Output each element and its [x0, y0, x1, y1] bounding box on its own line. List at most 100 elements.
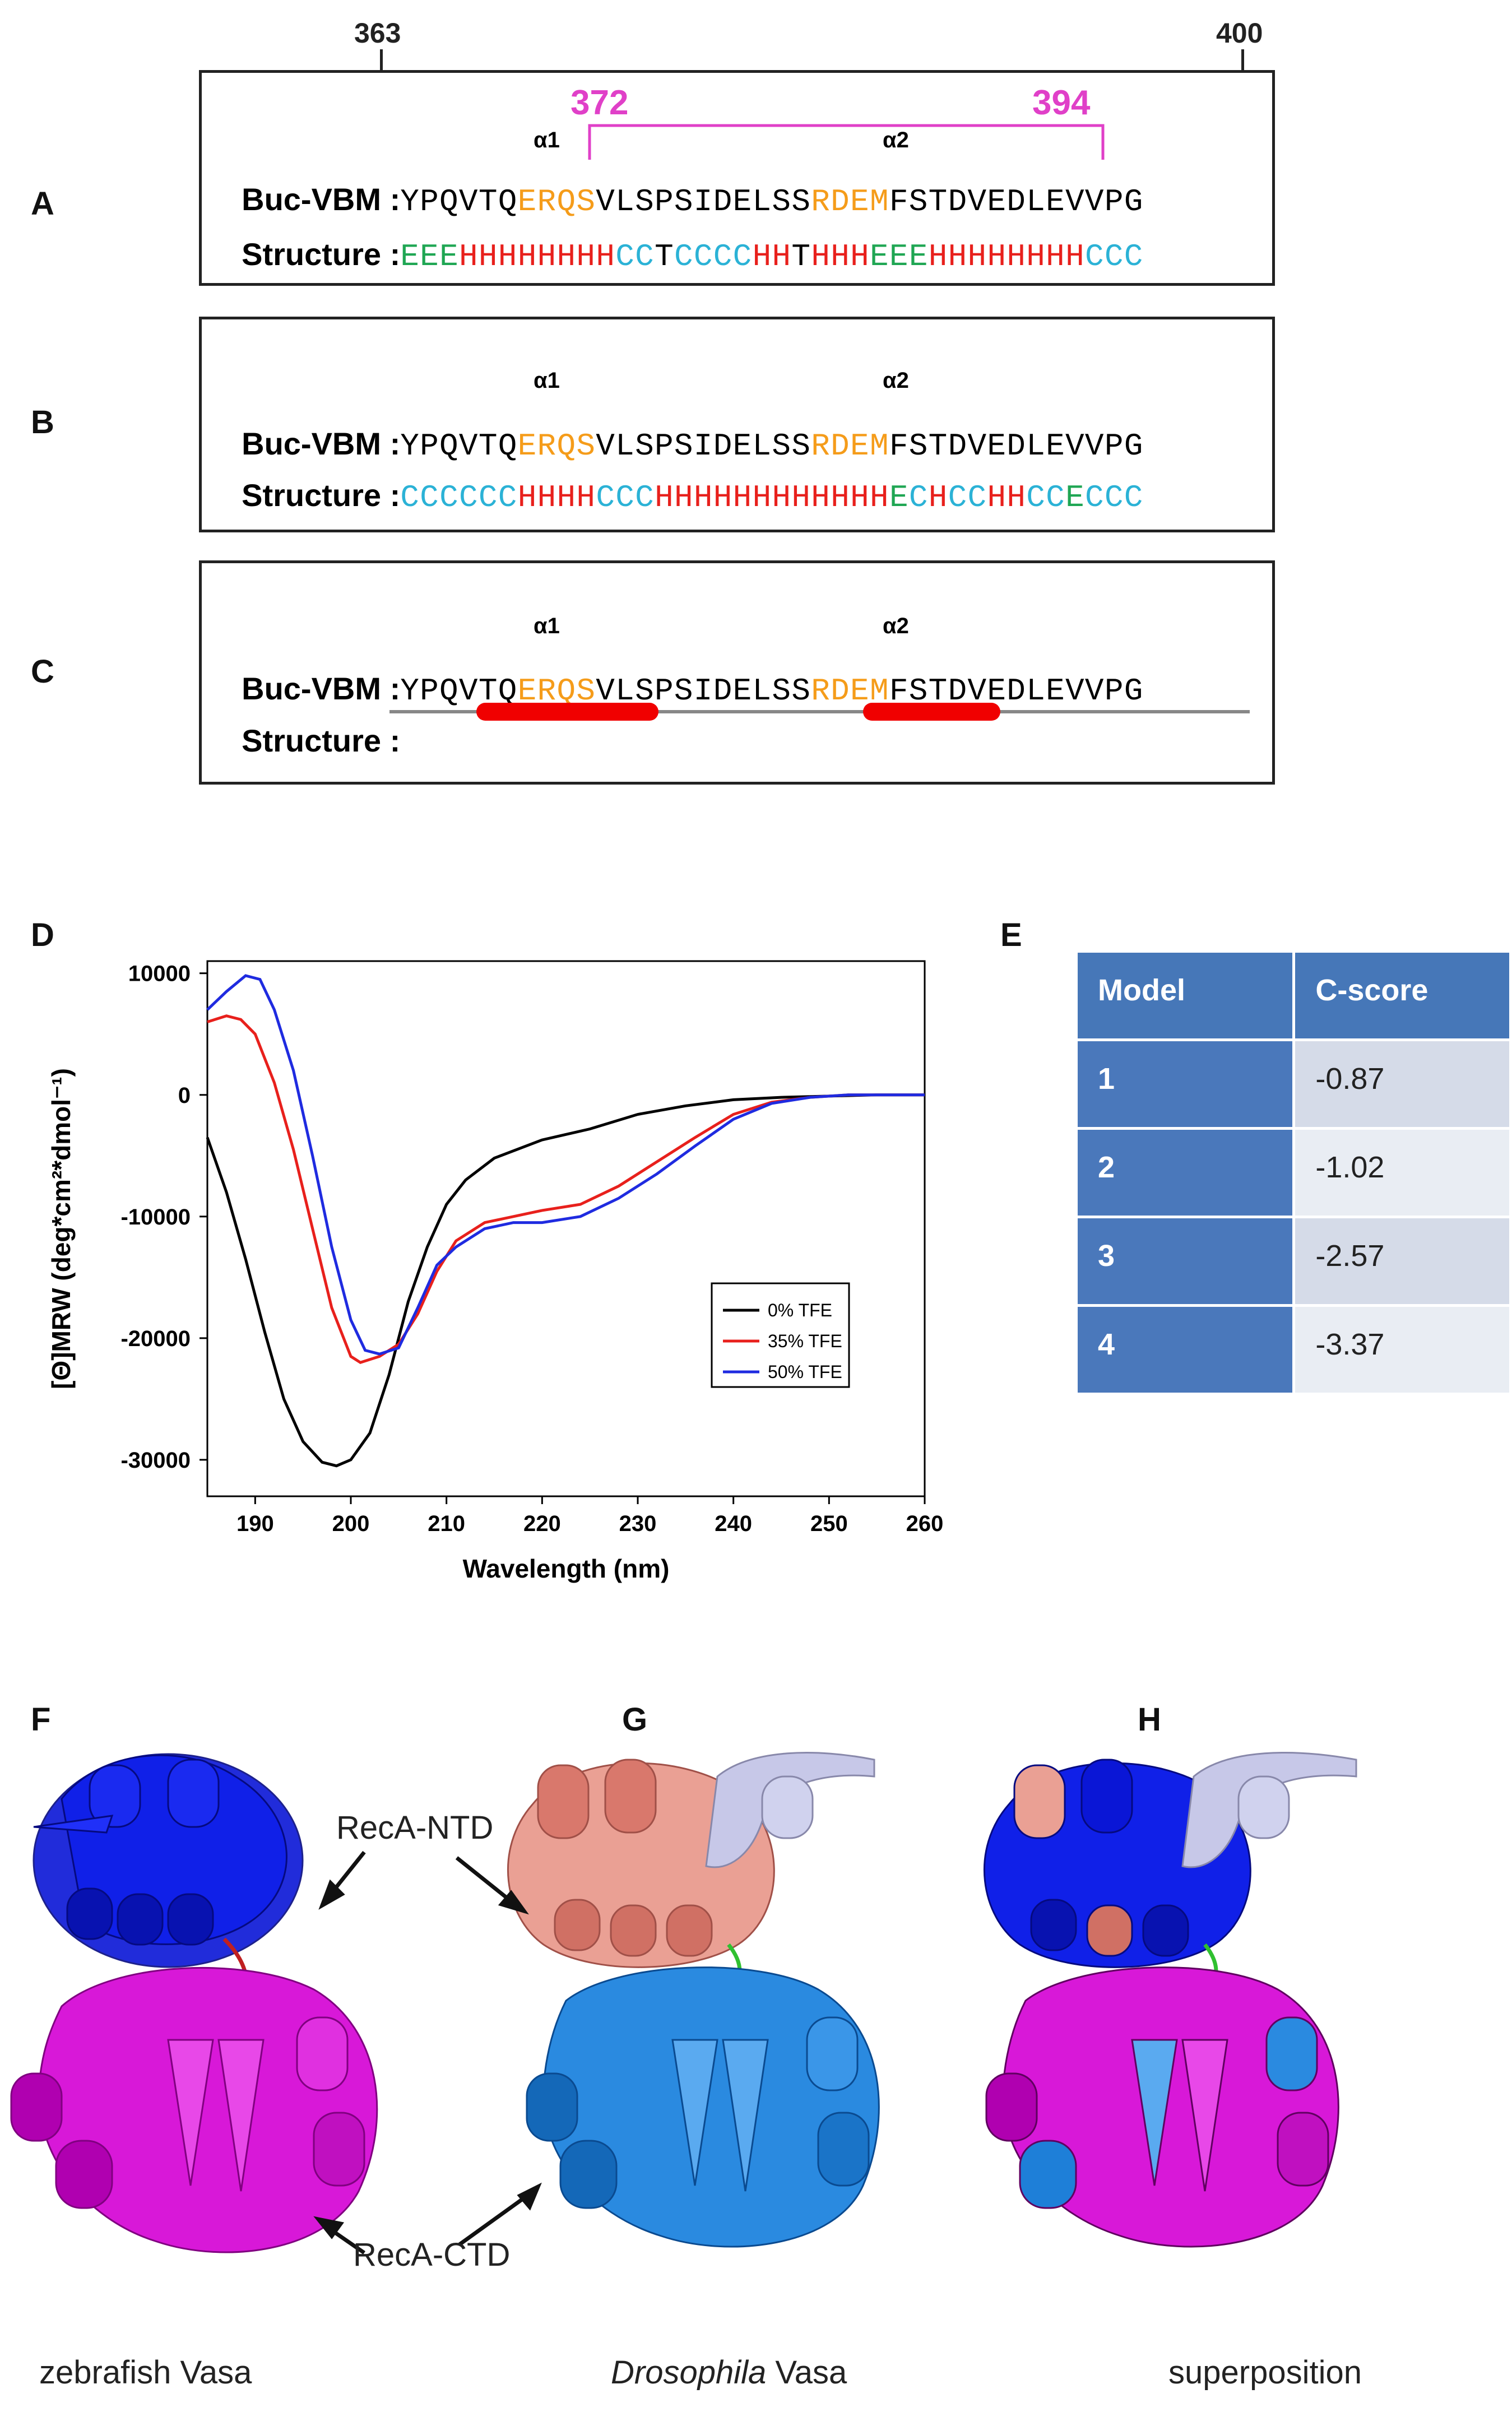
- panel-label-e: E: [1000, 917, 1022, 953]
- seq-motif1: ERQS: [517, 184, 596, 220]
- sequence-label: Buc-VBM :: [242, 426, 401, 461]
- alpha2-label-b: α2: [883, 368, 909, 393]
- structure-a-string: EEEHHHHHHHHCCTCCCCHHTHHHEEEHHHHHHHHCCC: [400, 239, 1143, 275]
- y-axis-label: [Θ]MRW (deg*cm²*dmol⁻¹): [47, 1068, 76, 1389]
- cell-cscore: -3.37: [1292, 1304, 1512, 1395]
- sequence-row-b: Buc-VBM :YPQVTQERQSVLSPSIDELSSRDEMFSTDVE…: [224, 397, 1144, 462]
- tick-start: [380, 49, 383, 72]
- ctd-domain-g: [526, 1966, 880, 2248]
- seq-prefix: YPQVTQ: [400, 673, 518, 709]
- y-tick-label: -30000: [120, 1448, 191, 1473]
- structure-segment: CC: [1026, 480, 1066, 516]
- structure-segment: T: [655, 239, 674, 275]
- y-tick-label: 10000: [128, 962, 191, 986]
- seq-suffix: FSTDVEDLEVVPG: [889, 673, 1144, 709]
- structure-label: Structure :: [242, 723, 401, 758]
- position-end: 400: [1216, 17, 1263, 49]
- structure-segment: HHHHHHHHHHHH: [655, 480, 889, 516]
- structure-segment: EEE: [870, 239, 929, 275]
- legend-box: [711, 1282, 850, 1388]
- panel-label-b: B: [31, 404, 54, 440]
- seq-middle: VLSPSIDELSS: [596, 673, 811, 709]
- seq-middle: VLSPSIDELSS: [596, 184, 811, 220]
- structure-row-b: Structure :CCCCCCHHHHCCCHHHHHHHHHHHHECHC…: [224, 448, 1144, 516]
- alpha2-label-c: α2: [883, 614, 909, 638]
- x-tick-label: 190: [236, 1511, 274, 1536]
- cell-model: 1: [1074, 1038, 1296, 1130]
- bracket-start-label: 372: [571, 84, 629, 122]
- seq-middle: VLSPSIDELSS: [596, 428, 811, 464]
- structure-segment: CCCC: [674, 239, 753, 275]
- structure-segment: CCC: [1085, 239, 1144, 275]
- y-tick-label: -10000: [120, 1205, 191, 1230]
- cscore-table: Model C-score 1 -0.87 2 -1.02 3 -2.57 4 …: [1074, 950, 1512, 1395]
- structure-b-string: CCCCCCHHHHCCCHHHHHHHHHHHHECHCCHHCCECCC: [400, 480, 1143, 516]
- panel-label-g: G: [622, 1701, 648, 1738]
- col-header-model: Model: [1074, 950, 1296, 1041]
- alpha1-label-a: α1: [534, 128, 560, 152]
- ntd-extension-h: [1181, 1752, 1357, 1868]
- x-axis-label: Wavelength (nm): [463, 1554, 670, 1583]
- panel-label-a: A: [31, 185, 54, 222]
- table-row: 2 -1.02: [1074, 1127, 1512, 1218]
- structure-label: Structure :: [242, 236, 401, 272]
- structure-segment: EEE: [400, 239, 459, 275]
- panel-label-f: F: [31, 1701, 51, 1738]
- seq-motif2: RDEM: [811, 673, 889, 709]
- legend-entry: 0% TFE: [768, 1300, 832, 1320]
- sequence-label: Buc-VBM :: [242, 182, 401, 217]
- structure-segment: HHH: [811, 239, 870, 275]
- table-row: 4 -3.37: [1074, 1304, 1512, 1395]
- structure-row-c: Structure :: [224, 694, 400, 757]
- tick-end: [1241, 49, 1244, 72]
- structure-segment: E: [1065, 480, 1085, 516]
- caption-drosophila-italic: Drosophila: [611, 2354, 767, 2391]
- structure-label: Structure :: [242, 477, 401, 513]
- ntd-domain-h: [983, 1759, 1251, 1968]
- alpha1-label-b: α1: [534, 368, 560, 393]
- x-tick-label: 230: [619, 1511, 657, 1536]
- y-tick-label: -20000: [120, 1326, 191, 1351]
- x-tick-label: 240: [715, 1511, 752, 1536]
- alpha1-label-c: α1: [534, 614, 560, 638]
- table-row: 1 -0.87: [1074, 1038, 1512, 1130]
- seq-prefix: YPQVTQ: [400, 184, 518, 220]
- ctd-annotation: RecA-CTD: [353, 2237, 511, 2273]
- structure-segment: HH: [752, 239, 792, 275]
- ntd-domain-g: [507, 1759, 775, 1968]
- position-start: 363: [354, 17, 401, 49]
- legend-entry: 50% TFE: [768, 1362, 842, 1382]
- structure-row-a: Structure :EEEHHHHHHHHCCTCCCCHHTHHHEEEHH…: [224, 207, 1144, 275]
- cell-cscore: -2.57: [1292, 1216, 1512, 1307]
- bracket-end-label: 394: [1032, 84, 1091, 122]
- panel-a-box: [199, 70, 1275, 286]
- plot-frame: [206, 960, 926, 1497]
- helix-alpha2-bar: [863, 703, 1000, 721]
- seq-motif1: ERQS: [517, 428, 596, 464]
- cell-cscore: -1.02: [1292, 1127, 1512, 1218]
- structure-segment: HHHH: [517, 480, 596, 516]
- panel-label-d: D: [31, 917, 54, 953]
- zebrafish-vasa-structure: [10, 1753, 378, 2253]
- x-tick-label: 250: [810, 1511, 848, 1536]
- sequence-label: Buc-VBM :: [242, 671, 401, 706]
- structure-segment: H: [928, 480, 948, 516]
- ntd-annotation: RecA-NTD: [336, 1810, 494, 1846]
- drosophila-vasa-structure: [507, 1752, 880, 2248]
- seq-motif2: RDEM: [811, 184, 889, 220]
- x-tick-label: 220: [523, 1511, 561, 1536]
- seq-suffix: FSTDVEDLEVVPG: [889, 428, 1144, 464]
- structure-segment: T: [791, 239, 811, 275]
- seq-motif2: RDEM: [811, 428, 889, 464]
- structure-segment: CC: [615, 239, 655, 275]
- structure-segment: CCC: [596, 480, 655, 516]
- structure-segment: HHHHHHHH: [459, 239, 616, 275]
- caption-drosophila-rest: Vasa: [766, 2354, 847, 2391]
- x-tick-label: 200: [332, 1511, 370, 1536]
- panel-label-h: H: [1138, 1701, 1161, 1738]
- series-line-2: [206, 974, 925, 1356]
- structure-segment: HHHHHHHH: [928, 239, 1085, 275]
- panel-b-box: [199, 317, 1275, 532]
- structure-segment: CCC: [1085, 480, 1144, 516]
- structure-segment: C: [908, 480, 929, 516]
